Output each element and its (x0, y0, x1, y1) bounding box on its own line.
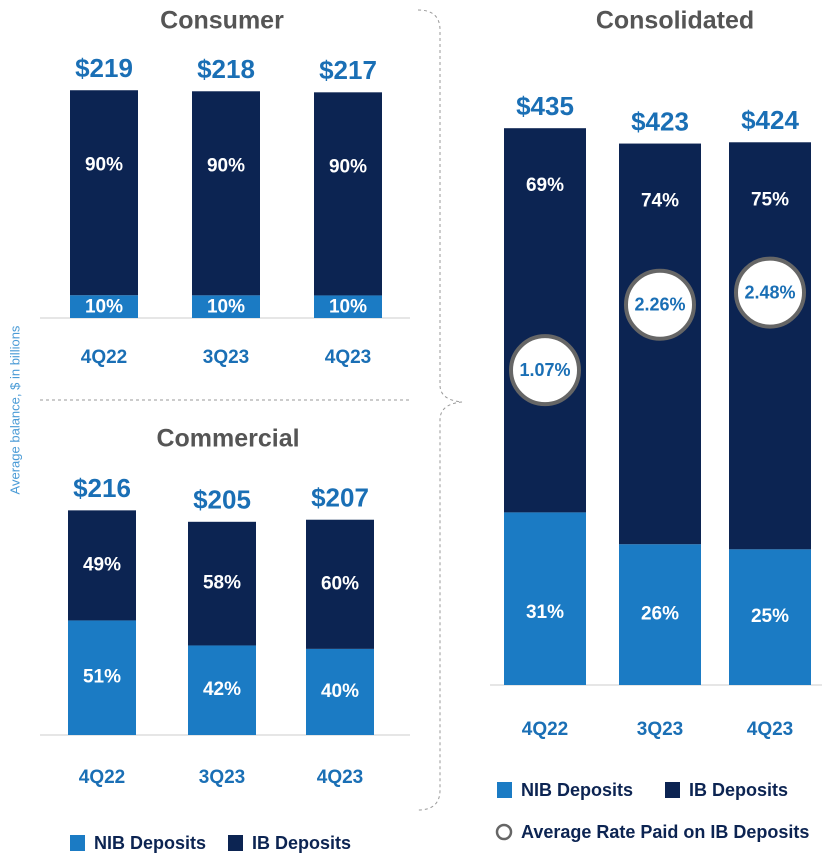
segment-label: 42% (203, 679, 241, 700)
bar-segment (314, 92, 382, 296)
bar-segment (306, 519, 374, 649)
bar-segment (192, 91, 260, 296)
segment-label: 25% (751, 606, 789, 627)
bar-segment (188, 645, 256, 735)
legend-label: NIB Deposits (521, 780, 633, 800)
bar-segment (729, 142, 811, 550)
rate-marker (734, 256, 806, 329)
x-tick-label: 4Q22 (522, 719, 568, 740)
total-label: $218 (197, 54, 255, 84)
y-axis-label: Average balance, $ in billions (7, 325, 22, 494)
x-tick-label: 4Q23 (325, 347, 371, 368)
total-label: $435 (516, 91, 574, 121)
bar-segment (504, 512, 586, 685)
segment-label: 10% (329, 297, 367, 318)
segment-label: 90% (207, 155, 245, 176)
bar-segment (619, 544, 701, 685)
rate-label: 1.07% (519, 360, 570, 380)
bar-segment (68, 510, 136, 621)
total-label: $424 (741, 105, 799, 135)
rate-marker (509, 334, 581, 407)
rate-label: 2.48% (744, 282, 795, 302)
segment-label: 60% (321, 573, 359, 594)
total-label: $216 (73, 473, 131, 503)
bar-segment (70, 90, 138, 296)
legend-swatch (665, 782, 680, 798)
segment-label: 49% (83, 554, 121, 575)
bar-segment (314, 295, 382, 318)
bar-segment (306, 648, 374, 735)
x-tick-label: 4Q22 (79, 767, 125, 788)
bar-segment (729, 549, 811, 685)
legend-swatch (70, 835, 85, 851)
legend-label: IB Deposits (689, 780, 788, 800)
brace (417, 9, 463, 811)
total-label: $205 (193, 485, 251, 515)
legend-label: Average Rate Paid on IB Deposits (521, 822, 809, 842)
segment-label: 40% (321, 681, 359, 702)
bar-segment (70, 295, 138, 318)
legend-swatch (497, 782, 512, 798)
x-tick-label: 4Q22 (81, 347, 127, 368)
segment-label: 74% (641, 191, 679, 212)
total-label: $207 (311, 483, 369, 513)
bar-segment (68, 620, 136, 735)
total-label: $219 (75, 53, 133, 83)
rate-marker (624, 268, 696, 341)
x-tick-label: 3Q23 (199, 767, 245, 788)
total-label: $423 (631, 106, 689, 136)
legend-marker (495, 823, 513, 841)
segment-label: 10% (85, 297, 123, 318)
segment-label: 90% (85, 154, 123, 175)
x-tick-label: 4Q23 (747, 719, 793, 740)
segment-label: 26% (641, 604, 679, 625)
chart-title: Commercial (156, 425, 299, 453)
total-label: $217 (319, 55, 377, 85)
rate-label: 2.26% (634, 294, 685, 314)
segment-label: 31% (526, 602, 564, 623)
chart-title: Consumer (160, 7, 284, 35)
segment-label: 10% (207, 297, 245, 318)
legend-swatch (228, 835, 243, 851)
segment-label: 58% (203, 573, 241, 594)
bar-segment (192, 295, 260, 318)
segment-label: 51% (83, 667, 121, 688)
x-tick-label: 3Q23 (203, 347, 249, 368)
x-tick-label: 3Q23 (637, 719, 683, 740)
segment-label: 69% (526, 175, 564, 196)
chart-title: Consolidated (596, 7, 754, 35)
bar-segment (188, 521, 256, 646)
segment-label: 90% (329, 156, 367, 177)
bar-segment (504, 128, 586, 513)
x-tick-label: 4Q23 (317, 767, 363, 788)
legend-label: NIB Deposits (94, 833, 206, 853)
segment-label: 75% (751, 189, 789, 210)
bar-segment (619, 143, 701, 545)
legend-label: IB Deposits (252, 833, 351, 853)
